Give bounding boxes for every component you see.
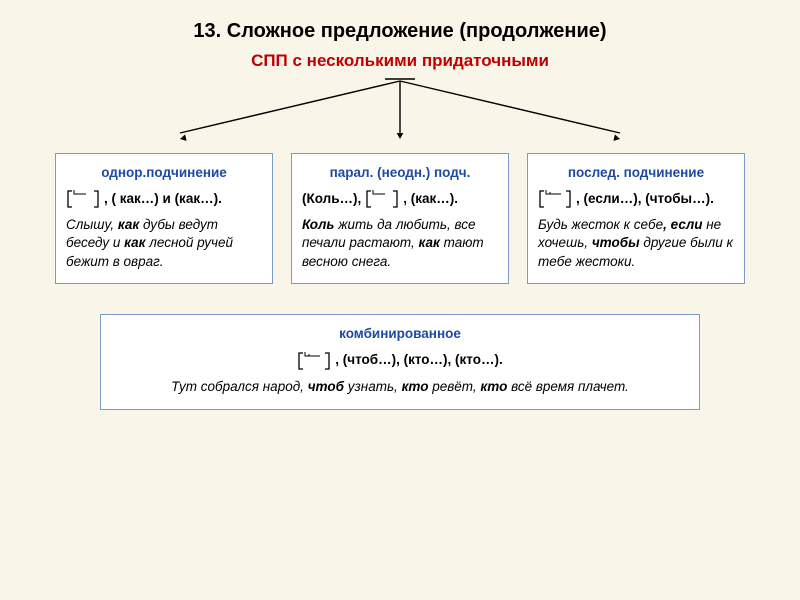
example-text: Тут собрался народ, чтоб узнать, кто рев… [115, 378, 685, 397]
tree-diagram [120, 75, 680, 145]
example-text: Коль жить да любить, все печали растают,… [302, 216, 498, 271]
schema-line: (Коль…), , (как…). [302, 188, 498, 210]
schema-line: , ( как…) и (как…). [66, 188, 262, 210]
schema-bracket-icon [297, 350, 331, 372]
schema-prefix: (Коль…), [302, 190, 361, 208]
page-subtitle: СПП с несколькими придаточными [0, 51, 800, 71]
parallel-box: парал. (неодн.) подч. (Коль…), , (как…). Ко… [291, 153, 509, 284]
example-text: Слышу, как дубы ведут беседу и как лесно… [66, 216, 262, 271]
example-text: Будь жесток к себе, если не хочешь, чтоб… [538, 216, 734, 271]
box-title: однор.подчинение [66, 164, 262, 182]
schema-bracket-icon [66, 188, 100, 210]
combined-row: комбинированное , (чтоб…), (кто…), (кто…)… [0, 314, 800, 410]
schema-text: , (чтоб…), (кто…), (кто…). [335, 351, 502, 370]
schema-line: , (чтоб…), (кто…), (кто…). [115, 350, 685, 372]
combined-box: комбинированное , (чтоб…), (кто…), (кто…)… [100, 314, 700, 410]
schema-bracket-icon [365, 188, 399, 210]
page-title: 13. Сложное предложение (продолжение) [0, 0, 800, 43]
schema-line: , (если…), (чтобы…). [538, 188, 734, 210]
three-boxes-row: однор.подчинение , ( как…) и (как…). Слышу… [0, 153, 800, 284]
sequential-box: послед. подчинение , (если…), (чтобы…). Бу… [527, 153, 745, 284]
box-title: послед. подчинение [538, 164, 734, 182]
schema-text: , ( как…) и (как…). [104, 190, 222, 208]
schema-bracket-icon [538, 188, 572, 210]
homogeneous-box: однор.подчинение , ( как…) и (как…). Слышу… [55, 153, 273, 284]
schema-text: , (как…). [403, 190, 458, 208]
box-title: парал. (неодн.) подч. [302, 164, 498, 182]
schema-text: , (если…), (чтобы…). [576, 190, 714, 208]
box-title: комбинированное [115, 325, 685, 344]
